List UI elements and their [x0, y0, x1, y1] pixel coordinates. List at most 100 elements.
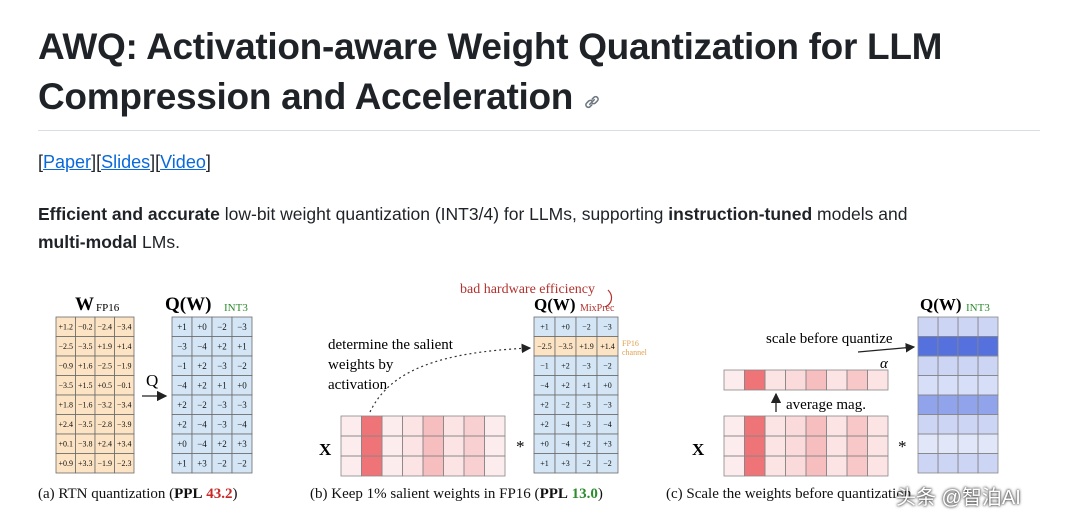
mixprec-matrix-value: −3 — [582, 362, 591, 371]
panel-c-scaled-weight-matrix — [917, 316, 999, 474]
activation-b-cell — [443, 415, 465, 437]
mixprec-matrix-value: +1 — [582, 381, 591, 390]
scaled-weight-cell — [937, 414, 959, 435]
scaled-weight-cell — [977, 316, 999, 337]
panel-c-activation-matrix — [723, 415, 889, 477]
fp16-matrix-value: +1.6 — [78, 362, 93, 371]
activation-b-cell — [361, 415, 383, 437]
activation-c-cell — [785, 435, 807, 457]
activation-b-cell — [340, 455, 362, 477]
panel-b-caption: (b) Keep 1% salient weights in FP16 (PPL… — [310, 486, 603, 502]
scale-vector-cell — [744, 369, 766, 391]
panel-b-activation-matrix — [340, 415, 506, 477]
activation-b-cell — [361, 435, 383, 457]
activation-c-cell — [846, 455, 868, 477]
fp16-matrix-value: +2.4 — [58, 420, 73, 429]
link-anchor-icon[interactable] — [583, 74, 601, 124]
activation-c-cell — [744, 435, 766, 457]
int3-matrix-cell — [231, 453, 253, 474]
activation-c-cell — [846, 435, 868, 457]
scaled-weight-cell — [917, 336, 939, 357]
desc-text-2: low-bit weight quantization (INT3/4) for… — [219, 204, 669, 224]
panel-a-q-label: Q(W) — [165, 294, 211, 315]
scaled-weight-cell — [957, 336, 979, 357]
panel-a-fp16-matrix: +1.2 −0.2 −2.4 −3.4 −2.5 −3.5 +1.9 +1.4 −0.9 +1.6… — [55, 316, 135, 474]
int3-matrix-value: −3 — [217, 400, 227, 410]
int3-matrix-value: +1 — [217, 380, 227, 390]
activation-c-cell — [764, 415, 786, 437]
activation-b-cell — [381, 415, 403, 437]
panel-c-avg-text: average mag. — [786, 397, 866, 413]
mixprec-matrix-cell — [596, 453, 619, 474]
fp16-matrix-value: −3.4 — [117, 401, 132, 410]
fp16-matrix-value: +1.9 — [97, 342, 112, 351]
title-line-2: Compression and Acceleration — [38, 76, 574, 117]
activation-c-cell — [826, 455, 848, 477]
panel-c-q-sub: INT3 — [966, 302, 990, 314]
int3-matrix-value: +2 — [217, 439, 227, 449]
slides-link[interactable]: Slides — [101, 152, 151, 172]
mixprec-matrix-value: −3 — [603, 323, 612, 332]
fp16-matrix-value: −2.3 — [117, 459, 132, 468]
panel-b-fp16-tag-1: FP16 — [622, 339, 639, 348]
panel-b-salient-line-3: activation — [328, 377, 388, 393]
fp16-matrix-value: −3.9 — [117, 420, 132, 429]
activation-b-cell — [463, 455, 485, 477]
scaled-weight-cell — [937, 316, 959, 337]
activation-b-cell — [340, 415, 362, 437]
fp16-matrix-value: −0.2 — [78, 323, 93, 332]
fp16-matrix-value: +3.3 — [78, 459, 93, 468]
panel-c-q-label: Q(W) — [920, 295, 962, 314]
panel-c-scale-vector — [723, 369, 889, 391]
int3-matrix-value: −3 — [177, 341, 187, 351]
fp16-matrix-value: −0.1 — [117, 381, 132, 390]
int3-matrix-value: −3 — [217, 419, 227, 429]
mixprec-matrix-value: +1.4 — [600, 342, 615, 351]
panel-c-scale-arrow — [857, 342, 916, 353]
activation-b-cell — [422, 435, 444, 457]
panel-b-q-sub: MixPrec — [580, 303, 615, 314]
activation-c-cell — [805, 455, 827, 477]
activation-c-cell — [764, 435, 786, 457]
mixprec-matrix-value: +3 — [603, 440, 612, 449]
int3-matrix-value: +2 — [197, 361, 207, 371]
scaled-weight-cell — [917, 433, 939, 454]
mixprec-matrix-value: −2 — [582, 323, 591, 332]
activation-c-cell — [744, 455, 766, 477]
int3-matrix-value: −4 — [197, 419, 207, 429]
scaled-weight-cell — [957, 375, 979, 396]
page-title: AWQ: Activation-aware Weight Quantizatio… — [38, 22, 1038, 124]
activation-b-cell — [443, 435, 465, 457]
scaled-weight-cell — [917, 414, 939, 435]
fp16-matrix-value: −2.8 — [97, 420, 112, 429]
paper-link[interactable]: Paper — [43, 152, 92, 172]
activation-b-cell — [484, 455, 506, 477]
video-link[interactable]: Video — [160, 152, 206, 172]
watermark: 头条 @智泊AI — [896, 487, 1021, 509]
scaled-weight-cell — [977, 453, 999, 474]
mixprec-matrix-value: +1.9 — [579, 342, 594, 351]
activation-b-cell — [402, 415, 424, 437]
activation-c-cell — [744, 415, 766, 437]
mixprec-matrix-value: +1 — [540, 323, 549, 332]
activation-c-cell — [723, 435, 745, 457]
scaled-weight-cell — [917, 355, 939, 376]
int3-matrix-value: −4 — [197, 341, 207, 351]
fp16-matrix-value: +1.2 — [58, 323, 73, 332]
scaled-weight-cell — [957, 394, 979, 415]
int3-matrix-value: −1 — [177, 361, 187, 371]
int3-matrix-value: −2 — [197, 400, 207, 410]
activation-c-cell — [764, 455, 786, 477]
mixprec-matrix-value: −2 — [603, 362, 612, 371]
activation-b-cell — [381, 455, 403, 477]
int3-matrix-value: +2 — [217, 341, 227, 351]
mixprec-matrix-value: −2 — [561, 401, 570, 410]
project-description: Efficient and accurate low-bit weight qu… — [38, 200, 1038, 256]
int3-matrix-value: −4 — [237, 419, 247, 429]
scaled-weight-cell — [977, 355, 999, 376]
panel-b-x-label: X — [319, 440, 332, 459]
fp16-matrix-value: −3.5 — [58, 381, 73, 390]
scale-vector-cell — [805, 369, 827, 391]
panel-b-bad-hw-note: bad hardware efficiency — [460, 282, 595, 297]
